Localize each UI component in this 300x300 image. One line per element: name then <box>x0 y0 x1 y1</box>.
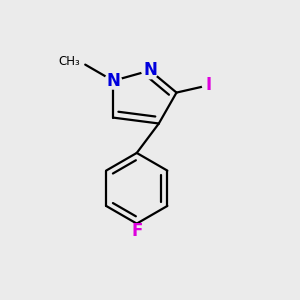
Circle shape <box>105 73 122 89</box>
Text: F: F <box>131 222 142 240</box>
Text: I: I <box>206 76 212 94</box>
Circle shape <box>142 62 158 79</box>
Text: N: N <box>143 61 157 80</box>
Circle shape <box>202 79 215 92</box>
Text: N: N <box>106 72 120 90</box>
Text: CH₃: CH₃ <box>58 55 80 68</box>
Circle shape <box>130 224 143 238</box>
